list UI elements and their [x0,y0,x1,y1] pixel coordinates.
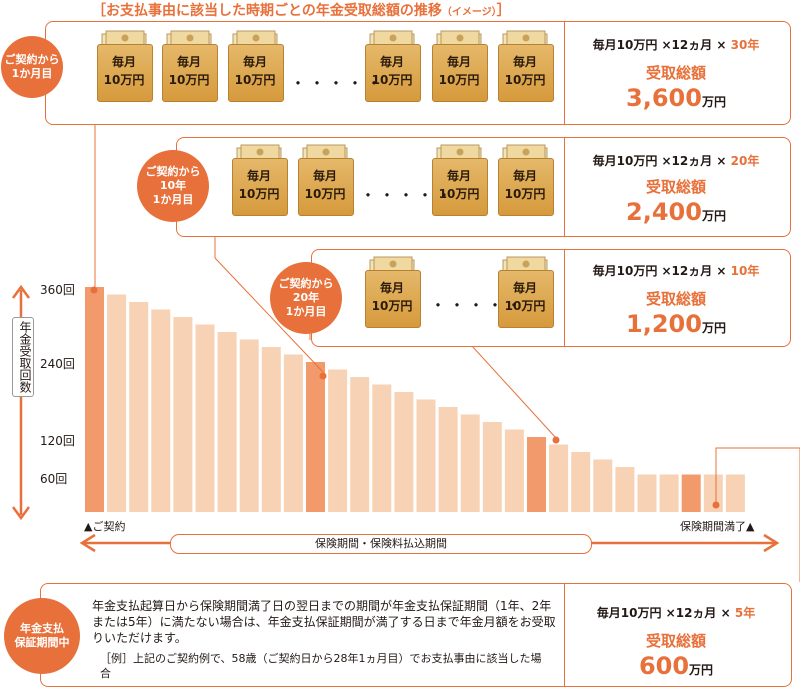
bag-label-amount: 10万円 [103,73,145,87]
bar-11 [306,362,325,512]
bag-label-monthly: 毎月 [111,55,136,69]
row1-calc: 毎月10万円 ×12ヵ月 × 30年 [592,38,760,52]
row2-dots: ・・・・・ [360,186,456,205]
bag-label-amount: 10万円 [504,73,546,87]
bag-label-monthly: 毎月 [312,169,337,183]
row2-total-label: 受取総額 [645,178,706,196]
end-label: 保険期間満了▲ [680,520,755,533]
bar-22 [549,444,569,512]
bar-21 [527,437,546,512]
bar-30 [725,474,745,512]
y-axis-label: 年金受取回数 [12,317,34,397]
bar-9 [261,347,281,512]
bag-label-monthly: 毎月 [379,55,404,69]
y-tick-120: 120回 [40,434,75,448]
bar-18 [460,414,480,512]
bag-label-monthly: 毎月 [446,55,471,69]
bag-label-amount: 10万円 [438,187,480,201]
bag-label-monthly: 毎月 [379,281,404,295]
row4-calc: 毎月10万円 ×12ヵ月 × 5年 [596,606,756,620]
row3-amount: 1,200万円 [626,310,726,338]
money-bag-icon: 毎月 10万円 [298,144,354,216]
bar-12 [328,369,348,512]
bar-17 [438,407,458,512]
money-bag-icon: 毎月 10万円 [365,30,421,102]
bar-5 [173,317,193,512]
bag-label-monthly: 毎月 [512,281,537,295]
bar-19 [482,422,502,512]
bag-label-amount: 10万円 [168,73,210,87]
bag-label-amount: 10万円 [371,299,413,313]
bar-4 [151,309,171,512]
row3-circle: ご契約から 20年 1か月目 [270,262,342,334]
row4-total-label: 受取総額 [645,632,706,650]
money-bag-icon: 毎月 10万円 [232,144,288,216]
bag-label-amount: 10万円 [504,187,546,201]
bar-25 [615,467,635,512]
example-note: ［例］上記のご契約例で、58歳（ご契約日から28年1ヵ月目）でお支払事由に該当し… [100,652,542,680]
bag-label-monthly: 毎月 [242,55,267,69]
bar-7 [217,332,237,512]
bag-label-amount: 10万円 [238,187,280,201]
row4-amount: 600万円 [638,652,714,680]
bar-1 [85,287,104,512]
row3-dots: ・・・・・ [430,296,526,315]
money-bag-icon: 毎月 10万円 [498,144,554,216]
bar-20 [504,429,524,512]
bag-label-monthly: 毎月 [246,169,271,183]
bar-14 [372,384,392,512]
row2-calc: 毎月10万円 ×12ヵ月 × 20年 [592,154,760,168]
y-tick-240: 240回 [40,357,75,371]
bar-23 [571,452,591,512]
row1-dots: ・・・・・ [290,74,386,93]
row-panel-4 [40,583,792,687]
bar-26 [637,474,657,512]
money-bag-icon: 毎月 10万円 [498,30,554,102]
bag-label-amount: 10万円 [304,187,346,201]
bag-label-amount: 10万円 [438,73,480,87]
bar-27 [659,474,679,512]
money-bag-icon: 毎月 10万円 [97,30,153,102]
row1-amount: 3,600万円 [626,84,726,112]
money-bag-icon: 毎月 10万円 [228,30,284,102]
y-tick-60: 60回 [40,472,68,486]
bar-8 [239,339,259,512]
bag-label-monthly: 毎月 [446,169,471,183]
row4-circle: 年金支払 保証期間中 [4,598,80,674]
page-title: ［お支払事由に該当した時期ごとの年金受取総額の推移（イメージ）］ [92,3,511,19]
bar-16 [416,399,436,512]
bag-label-monthly: 毎月 [512,55,537,69]
money-bag-icon: 毎月 10万円 [432,30,488,102]
start-label: ▲ご契約 [84,520,126,533]
bar-24 [593,459,613,512]
money-bag-icon: 毎月 10万円 [498,256,554,328]
y-tick-360: 360回 [40,283,75,297]
row2-amount: 2,400万円 [626,198,726,226]
bag-label-monthly: 毎月 [512,169,537,183]
row3-total-label: 受取総額 [645,290,706,308]
money-bag-icon: 毎月 10万円 [162,30,218,102]
bag-label-monthly: 毎月 [176,55,201,69]
row3-calc: 毎月10万円 ×12ヵ月 × 10年 [592,264,760,278]
bag-label-amount: 10万円 [504,299,546,313]
row1-total-label: 受取総額 [645,64,706,82]
bag-label-amount: 10万円 [371,73,413,87]
money-bag-icon: 毎月 10万円 [432,144,488,216]
bar-3 [129,302,149,512]
period-label: 保険期間・保険料払込期間 [170,534,592,554]
bar-10 [283,354,303,512]
bag-label-amount: 10万円 [234,73,276,87]
bar-15 [394,392,414,512]
money-bag-icon: 毎月 10万円 [365,256,421,328]
guarantee-note: 年金支払起算日から保険期間満了日の翌日までの期間が年金支払保証期間（1年、2年ま… [92,599,556,645]
bar-28 [681,474,701,512]
bar-13 [350,377,370,512]
row1-circle: ご契約から 1か月目 [1,36,63,98]
row2-circle: ご契約から 10年 1か月目 [137,150,209,222]
bar-2 [107,294,127,512]
bar-6 [195,324,215,512]
